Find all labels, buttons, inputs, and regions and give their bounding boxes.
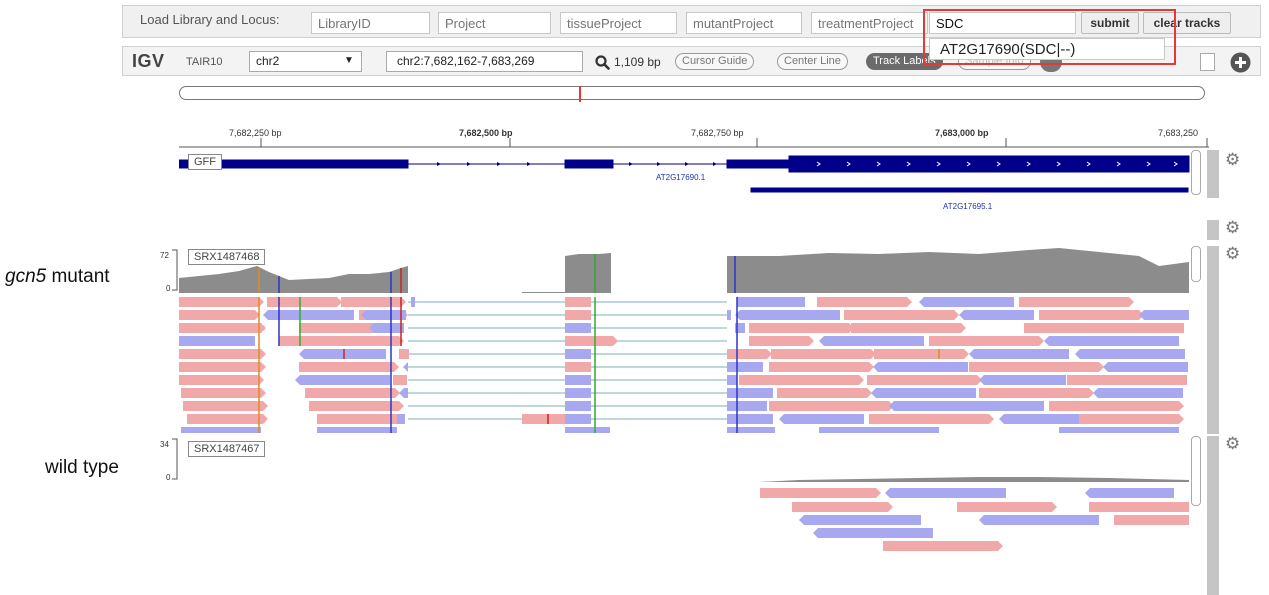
locus-query-input[interactable] <box>929 12 1076 34</box>
alignment-track-wildtype[interactable] <box>179 436 1191 556</box>
coverage-scale-bracket <box>172 438 178 480</box>
coverage-scale-bracket <box>172 249 178 291</box>
coverage-scale-min: 0 <box>166 473 171 482</box>
ruler-tick-label: 7,682,500 bp <box>459 128 513 138</box>
track-scrollbar[interactable] <box>1191 436 1201 506</box>
gear-icon[interactable]: ⚙ <box>1225 150 1241 169</box>
alignment-track-mutant[interactable] <box>179 246 1191 434</box>
highlight-annotation <box>923 9 1176 65</box>
ruler-axis <box>179 138 1209 148</box>
track-side-label-rest: mutant <box>46 266 110 287</box>
ruler-tick-label: 7,682,750 bp <box>691 128 744 138</box>
gear-icon[interactable]: ⚙ <box>1225 434 1241 453</box>
gear-icon[interactable]: ⚙ <box>1225 218 1241 237</box>
genome-label: TAIR10 <box>186 56 223 68</box>
gene-label: AT2G17690.1 <box>656 173 706 182</box>
track-side-label-italic: gcn5 <box>5 266 47 287</box>
project-field[interactable] <box>438 12 551 34</box>
track-side-label: gcn5 mutant <box>5 266 110 288</box>
chevron-down-icon: ▼ <box>344 55 354 66</box>
scrollbar-track <box>1207 246 1219 434</box>
chromosome-select[interactable]: chr2 <box>249 51 362 72</box>
gff-track-name: GFF <box>188 154 222 170</box>
bp-width-label: 1,109 bp <box>614 55 661 69</box>
treatment-project-field[interactable] <box>811 12 928 34</box>
track-scrollbar[interactable] <box>1191 246 1201 282</box>
coverage-scale-max: 34 <box>160 440 169 449</box>
tissue-project-field[interactable] <box>560 12 677 34</box>
chromosome-ideogram[interactable] <box>179 86 1205 100</box>
autocomplete-suggestion[interactable]: AT2G17690(SDC|--) <box>929 38 1165 60</box>
ruler-tick-label: 7,683,000 bp <box>935 128 989 138</box>
mutant-project-field[interactable] <box>686 12 802 34</box>
search-icon[interactable] <box>595 55 610 70</box>
track-side-label-rest: wild type <box>45 457 119 478</box>
igv-logo: IGV <box>132 51 165 71</box>
gff-feature-track[interactable] <box>179 152 1191 198</box>
scrollbar-track <box>1207 436 1219 595</box>
coverage-scale-min: 0 <box>166 284 171 293</box>
gene-label: AT2G17695.1 <box>943 202 993 211</box>
scrollbar-track <box>1207 150 1219 198</box>
scrollbar-track <box>1207 220 1219 240</box>
coverage-scale-max: 72 <box>160 251 169 260</box>
zoom-in-icon[interactable] <box>1230 52 1251 73</box>
submit-button[interactable]: submit <box>1081 12 1139 34</box>
center-line-button[interactable]: Center Line <box>777 53 848 70</box>
library-id-field[interactable] <box>311 12 430 34</box>
locus-input[interactable]: chr2:7,682,162-7,683,269 <box>386 51 583 72</box>
ruler-tick-label: 7,683,250 <box>1158 128 1199 138</box>
load-library-label: Load Library and Locus: <box>140 12 280 27</box>
cursor-guide-button[interactable]: Cursor Guide <box>675 53 755 70</box>
ruler-tick-label: 7,682,250 bp <box>229 128 282 138</box>
clear-tracks-button[interactable]: clear tracks <box>1143 12 1231 34</box>
track-sample-name: SRX1487468 <box>188 249 266 265</box>
gear-icon[interactable]: ⚙ <box>1225 244 1241 263</box>
zoom-slider-handle[interactable] <box>1200 53 1215 71</box>
current-region-marker <box>579 86 581 102</box>
track-sample-name: SRX1487467 <box>188 441 266 457</box>
track-scrollbar[interactable] <box>1191 150 1201 195</box>
track-side-label: wild type <box>45 457 119 479</box>
